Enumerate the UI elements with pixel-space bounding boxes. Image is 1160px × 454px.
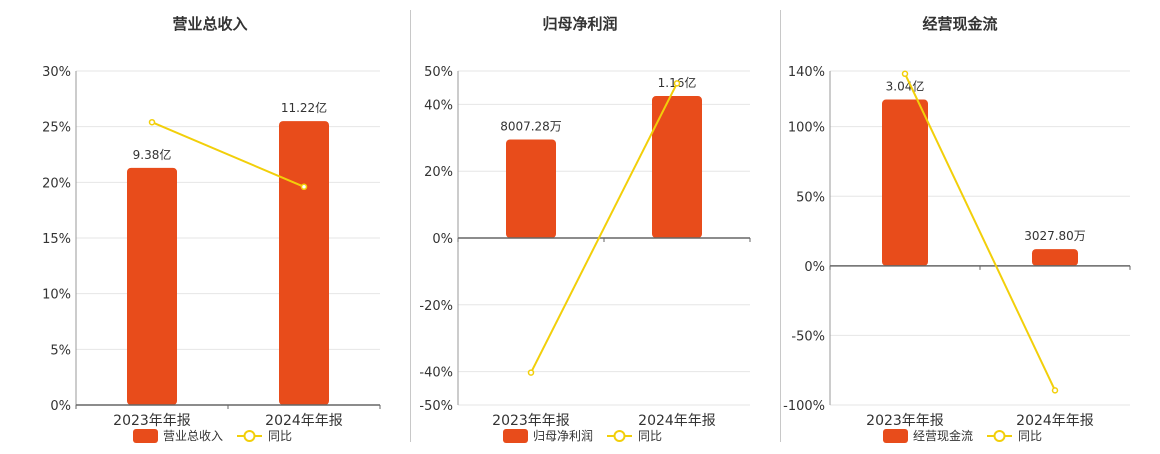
y-tick-label: 15%	[42, 232, 71, 247]
y-tick-label: -50%	[419, 399, 453, 414]
legend-bar-swatch	[883, 429, 908, 443]
y-tick-label: 0%	[50, 399, 71, 414]
chart-panel-revenue: 营业总收入 30% 25% 20% 15% 10% 5% 0% 9.38亿 11.22亿 2023年…	[0, 0, 400, 450]
legend-line-label: 同比	[638, 429, 662, 443]
bar-value-label: 8007.28万	[500, 119, 562, 133]
y-tick-label: -50%	[791, 329, 825, 344]
bar	[506, 139, 556, 238]
yoy-point	[527, 369, 535, 376]
bar-value-label: 3.04亿	[886, 79, 925, 94]
y-tick-label: 0%	[804, 260, 825, 275]
legend-line-marker	[243, 430, 256, 442]
y-tick-label: -40%	[419, 366, 453, 381]
y-tick-label: 100%	[788, 121, 825, 136]
y-tick-label: 50%	[424, 65, 453, 80]
yoy-line	[904, 73, 1056, 391]
yoy-point	[148, 118, 156, 126]
y-tick-label: 30%	[42, 65, 71, 80]
panel-divider	[780, 10, 781, 442]
yoy-point	[673, 80, 681, 87]
y-tick-label: 140%	[788, 65, 825, 80]
bar-value-label: 3027.80万	[1024, 229, 1086, 243]
y-tick-label: 5%	[50, 343, 71, 358]
net-profit-chart: 归母净利润50%40%20%0%-20%-40%-50%8007.28万1.16…	[419, 15, 751, 443]
x-tick-label: 2024年年报	[638, 413, 716, 429]
y-tick-label: 25%	[42, 121, 71, 136]
bar	[882, 99, 928, 266]
y-tick-label: -20%	[419, 299, 453, 314]
x-tick-label: 2024年年报	[1016, 413, 1094, 429]
bar	[652, 96, 702, 238]
legend-line-label: 同比	[1018, 429, 1042, 443]
cashflow-chart: 经营现金流 140% 100% 50% 0% -50% -100% 3.04亿 3027.80万…	[783, 15, 1131, 443]
chart-title: 营业总收入	[172, 15, 247, 33]
bar	[1032, 249, 1078, 266]
y-tick-label: 0%	[432, 232, 453, 247]
legend-bar-label: 归母净利润	[533, 429, 593, 443]
y-tick-label: -100%	[783, 399, 825, 414]
x-tick-label: 2023年年报	[866, 413, 944, 429]
y-tick-label: 20%	[424, 165, 453, 180]
bar-value-label: 11.22亿	[281, 100, 327, 115]
y-tick-label: 20%	[42, 176, 71, 191]
legend-bar-label: 经营现金流	[913, 428, 973, 443]
chart-panel-net-profit: 归母净利润50%40%20%0%-20%-40%-50%8007.28万1.16…	[400, 0, 780, 450]
bar-value-label: 9.38亿	[133, 147, 172, 162]
legend-line-marker	[613, 430, 626, 442]
legend-line-marker	[993, 430, 1006, 442]
x-tick-label: 2023年年报	[113, 413, 191, 429]
chart-title: 归母净利润	[542, 15, 617, 33]
legend-bar-swatch	[133, 429, 158, 443]
yoy-line	[530, 82, 678, 374]
legend-bar-swatch	[503, 429, 528, 443]
bar	[127, 167, 177, 405]
yoy-point	[1051, 387, 1059, 394]
yoy-point	[300, 183, 308, 191]
y-tick-label: 40%	[424, 98, 453, 113]
x-tick-label: 2023年年报	[492, 413, 570, 429]
yoy-point	[901, 70, 909, 78]
yoy-line	[151, 121, 305, 188]
y-tick-label: 50%	[796, 190, 825, 205]
chart-panel-cashflow: 经营现金流 140% 100% 50% 0% -50% -100% 3.04亿 3027.80万…	[780, 0, 1160, 450]
chart-title: 经营现金流	[922, 15, 997, 33]
panel-divider	[410, 10, 411, 442]
bar	[279, 121, 329, 405]
y-tick-label: 10%	[42, 288, 71, 303]
legend-line-label: 同比	[268, 429, 292, 443]
revenue-chart: 营业总收入 30% 25% 20% 15% 10% 5% 0% 9.38亿 11.22亿 2023年…	[42, 15, 381, 443]
legend-bar-label: 营业总收入	[163, 429, 223, 443]
x-tick-label: 2024年年报	[265, 413, 343, 429]
